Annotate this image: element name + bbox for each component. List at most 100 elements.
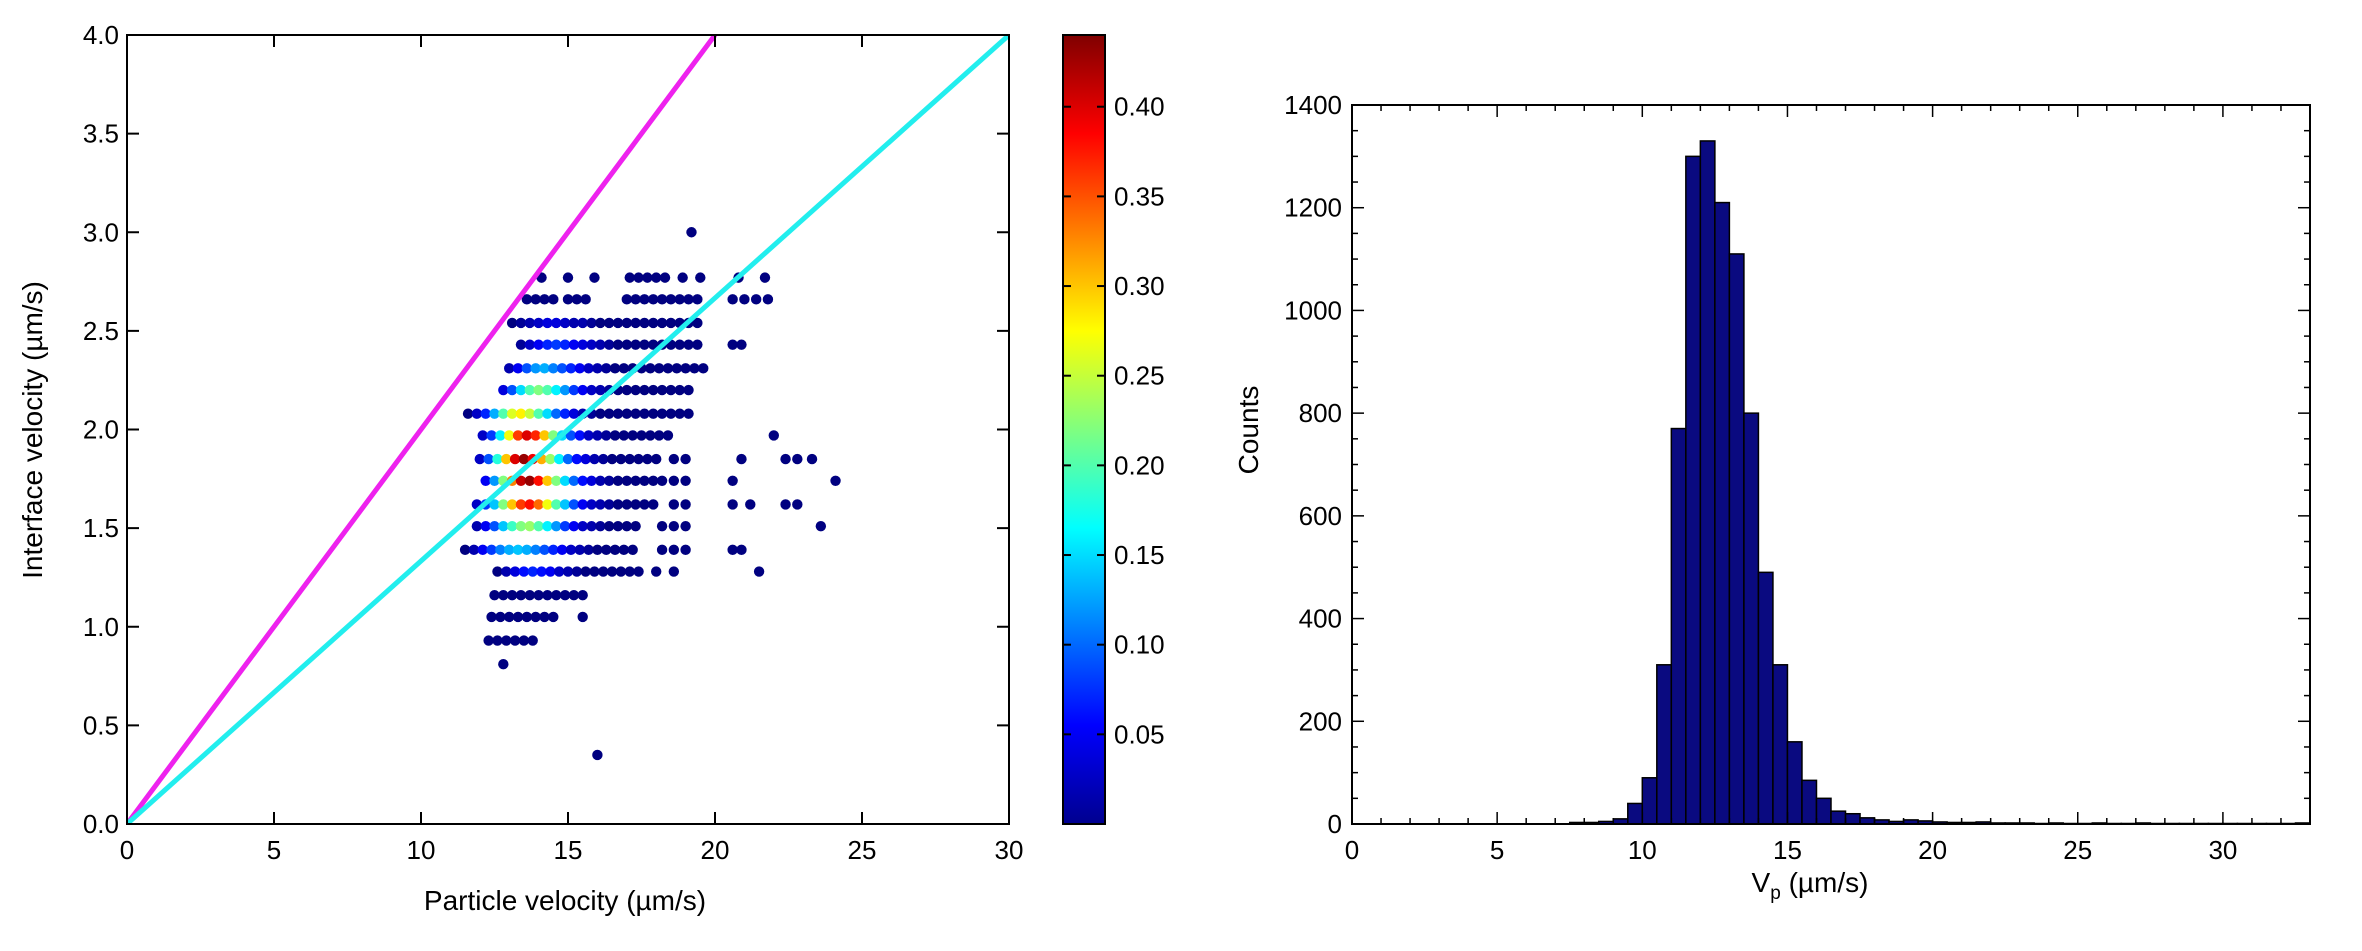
scatter-x-tick-label: 15 (554, 835, 583, 865)
scatter-point (533, 339, 544, 350)
scatter-point (480, 408, 491, 419)
scatter-point (727, 294, 738, 305)
colorbar-tick-label: 0.05 (1114, 719, 1165, 749)
scatter-point (527, 635, 538, 646)
scatter-point (559, 408, 571, 419)
scatter-point (815, 520, 827, 532)
scatter-point (577, 611, 588, 623)
histogram-x-tick-label: 25 (2063, 835, 2092, 865)
scatter-point (753, 566, 765, 577)
scatter-point (736, 544, 747, 556)
scatter-point (624, 566, 635, 577)
scatter-point (651, 453, 662, 465)
scatter-point (680, 475, 691, 486)
scatter-point (509, 635, 521, 646)
scatter-point (530, 611, 541, 623)
histogram-bar (1627, 802, 1644, 825)
scatter-point (656, 294, 668, 305)
scatter-point (630, 475, 641, 486)
scatter-point (648, 384, 659, 396)
scatter-point (577, 475, 588, 486)
scatter-point (639, 499, 650, 510)
scatter-point (471, 520, 483, 532)
scatter-point (665, 384, 677, 396)
scatter-point (589, 272, 600, 283)
scatter-y-axis-label: Interface velocity (µm/s) (17, 281, 48, 579)
scatter-point (542, 408, 553, 419)
scatter-point (574, 544, 585, 556)
scatter-point (668, 499, 680, 510)
scatter-point (495, 430, 506, 441)
scatter-point (639, 317, 650, 329)
scatter-point (577, 339, 588, 350)
scatter-point (489, 520, 500, 532)
histogram-y-tick-label: 1400 (1284, 90, 1342, 120)
scatter-point (506, 499, 518, 510)
scatter-point (651, 272, 662, 283)
scatter-point (562, 566, 574, 577)
scatter-point (606, 566, 618, 577)
scatter-point (536, 566, 547, 577)
scatter-point (665, 408, 677, 419)
scatter-point (542, 317, 553, 329)
histogram-bar (1801, 779, 1818, 825)
scatter-point (509, 566, 521, 577)
histogram-x-tick-label: 20 (1918, 835, 1947, 865)
scatter-point (489, 408, 500, 419)
scatter-point (583, 544, 594, 556)
scatter-point (662, 430, 674, 441)
scatter-point (621, 317, 632, 329)
scatter-point (601, 430, 612, 441)
scatter-point (727, 339, 738, 350)
scatter-point (542, 384, 553, 396)
scatter-point (553, 566, 565, 577)
scatter-point (515, 408, 527, 419)
scatter-point (486, 430, 497, 441)
scatter-point (759, 272, 771, 283)
scatter-point (598, 566, 609, 577)
scatter-point (665, 317, 677, 329)
scatter-point (642, 453, 653, 465)
scatter-point (486, 544, 497, 556)
scatter-point (668, 475, 680, 486)
scatter-point (533, 384, 544, 396)
scatter-point (545, 566, 556, 577)
scatter-point (806, 453, 818, 465)
scatter-point (462, 408, 474, 419)
scatter-point (586, 384, 597, 396)
histogram-bar (1728, 253, 1745, 825)
scatter-point (542, 499, 553, 510)
scatter-point (559, 589, 571, 601)
scatter-point (515, 475, 527, 486)
scatter-point (639, 475, 650, 486)
scatter-point (533, 408, 544, 419)
scatter-x-tick-label: 20 (701, 835, 730, 865)
scatter-point (595, 520, 606, 532)
scatter-point (506, 384, 518, 396)
histogram-y-ticks: 0 200 400 600 800 1000 1200 1400 (1284, 90, 2310, 839)
scatter-point (530, 294, 541, 305)
scatter-point (483, 453, 494, 465)
scatter-point (545, 453, 556, 465)
scatter-point (521, 544, 533, 556)
scatter-point (498, 384, 509, 396)
histogram-bar (1786, 741, 1803, 825)
scatter-point (627, 544, 638, 556)
scatter-point (736, 453, 747, 465)
scatter-point (695, 272, 706, 283)
scatter-point (656, 475, 668, 486)
scatter-point (533, 475, 544, 486)
scatter-point (551, 499, 562, 510)
colorbar-tick-label: 0.15 (1114, 540, 1165, 570)
scatter-point (621, 384, 632, 396)
histogram-bar (1670, 427, 1687, 825)
scatter-point (521, 430, 533, 441)
scatter-point (539, 294, 550, 305)
scatter-point (480, 475, 491, 486)
scatter-point (562, 294, 574, 305)
colorbar-ticks: 0.05 0.10 0.15 0.20 0.25 0.30 0.35 0.40 (1063, 92, 1165, 749)
scatter-point (633, 272, 644, 283)
histogram-y-tick-label: 400 (1299, 604, 1342, 634)
histogram-bars (1568, 140, 2311, 825)
